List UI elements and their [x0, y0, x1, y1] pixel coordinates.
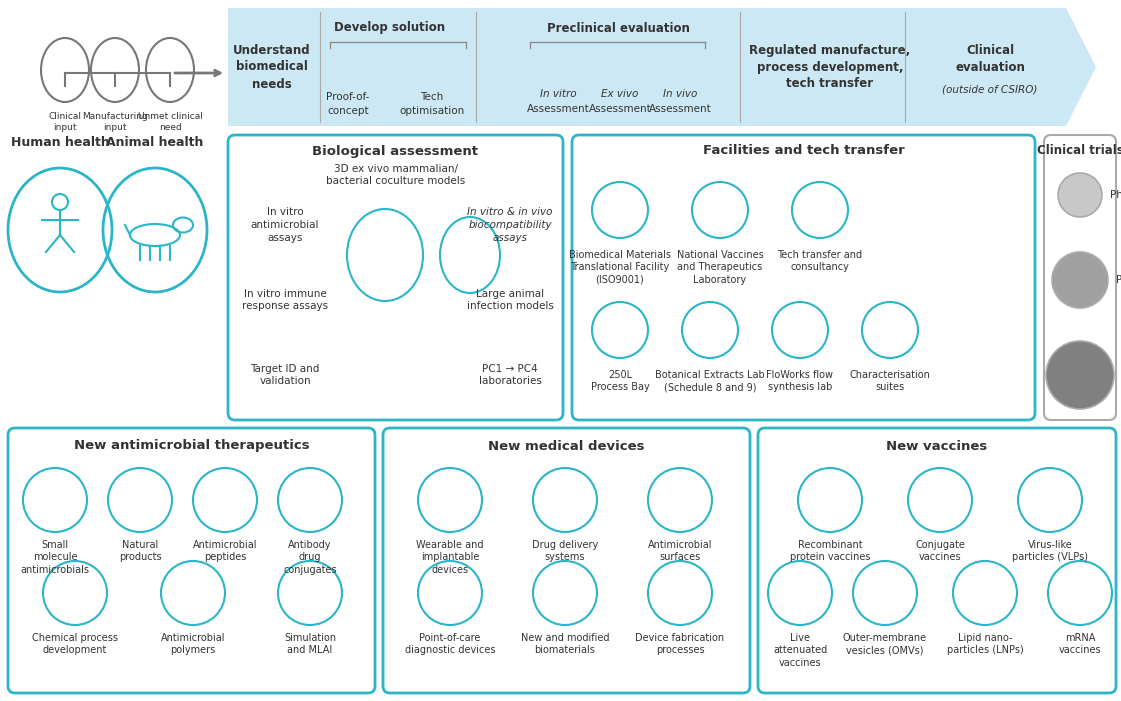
Text: Assessment: Assessment: [527, 104, 590, 114]
Text: Human health: Human health: [10, 135, 110, 149]
Text: Biological assessment: Biological assessment: [313, 144, 479, 158]
Text: Antimicrobial
polymers: Antimicrobial polymers: [160, 633, 225, 655]
Text: Preclinical evaluation: Preclinical evaluation: [547, 22, 689, 34]
Text: Tech
optimisation: Tech optimisation: [399, 93, 464, 116]
Text: National Vaccines
and Therapeutics
Laboratory: National Vaccines and Therapeutics Labor…: [677, 250, 763, 285]
Text: Small
molecule
antimicrobials: Small molecule antimicrobials: [20, 540, 90, 575]
Text: Antimicrobial
peptides: Antimicrobial peptides: [193, 540, 257, 562]
Text: Understand
biomedical
needs: Understand biomedical needs: [233, 43, 311, 90]
Text: In vitro: In vitro: [539, 89, 576, 99]
Text: Device fabrication
processes: Device fabrication processes: [636, 633, 724, 655]
Text: Outer-membrane
vesicles (OMVs): Outer-membrane vesicles (OMVs): [843, 633, 927, 655]
Text: mRNA
vaccines: mRNA vaccines: [1058, 633, 1101, 655]
FancyBboxPatch shape: [758, 428, 1117, 693]
Text: In vitro & in vivo
biocompatibility
assays: In vitro & in vivo biocompatibility assa…: [467, 207, 553, 243]
Polygon shape: [228, 8, 1096, 126]
Text: (outside of CSIRO): (outside of CSIRO): [943, 84, 1038, 94]
Text: Ex vivo: Ex vivo: [601, 89, 639, 99]
Text: In vitro immune
response assays: In vitro immune response assays: [242, 289, 328, 311]
Text: Clinical
evaluation: Clinical evaluation: [955, 44, 1025, 74]
Text: New and modified
biomaterials: New and modified biomaterials: [521, 633, 609, 655]
Text: Simulation
and MLAI: Simulation and MLAI: [284, 633, 336, 655]
FancyBboxPatch shape: [383, 428, 750, 693]
Text: 250L
Process Bay: 250L Process Bay: [591, 370, 649, 393]
Text: Antimicrobial
surfaces: Antimicrobial surfaces: [648, 540, 712, 562]
Text: FloWorks flow
synthesis lab: FloWorks flow synthesis lab: [767, 370, 834, 393]
Text: Phase I: Phase I: [1110, 190, 1121, 200]
Text: Biomedical Materials
Translational Facility
(ISO9001): Biomedical Materials Translational Facil…: [569, 250, 671, 285]
Text: New medical devices: New medical devices: [489, 440, 645, 453]
Text: Develop solution: Develop solution: [334, 22, 445, 34]
Text: Large animal
infection models: Large animal infection models: [466, 289, 554, 311]
Text: Manufacturing
input: Manufacturing input: [82, 112, 148, 132]
Text: 3D ex vivo mammalian/
bacterial coculture models: 3D ex vivo mammalian/ bacterial cocultur…: [326, 163, 465, 186]
FancyBboxPatch shape: [228, 135, 563, 420]
Text: Conjugate
vaccines: Conjugate vaccines: [915, 540, 965, 562]
Text: Unmet clinical
need: Unmet clinical need: [138, 112, 203, 132]
Text: Recombinant
protein vaccines: Recombinant protein vaccines: [790, 540, 870, 562]
Text: Assessment: Assessment: [649, 104, 712, 114]
Text: Wearable and
implantable
devices: Wearable and implantable devices: [416, 540, 484, 575]
Text: Characterisation
suites: Characterisation suites: [850, 370, 930, 393]
FancyBboxPatch shape: [1044, 135, 1117, 420]
Text: Antibody
drug
conjugates: Antibody drug conjugates: [284, 540, 336, 575]
Text: Virus-like
particles (VLPs): Virus-like particles (VLPs): [1012, 540, 1088, 562]
Text: In vivo: In vivo: [663, 89, 697, 99]
FancyBboxPatch shape: [572, 135, 1035, 420]
Text: PC1 → PC4
laboratories: PC1 → PC4 laboratories: [479, 364, 541, 386]
Text: Target ID and
validation: Target ID and validation: [250, 364, 319, 386]
Text: Natural
products: Natural products: [119, 540, 161, 562]
FancyBboxPatch shape: [8, 428, 376, 693]
Text: Proof-of-
concept: Proof-of- concept: [326, 93, 370, 116]
Text: New vaccines: New vaccines: [887, 440, 988, 453]
Text: Clinical trials: Clinical trials: [1037, 144, 1121, 158]
Text: Assessment: Assessment: [589, 104, 651, 114]
Circle shape: [1051, 252, 1108, 308]
Text: New antimicrobial therapeutics: New antimicrobial therapeutics: [74, 440, 309, 453]
Text: Drug delivery
systems: Drug delivery systems: [531, 540, 599, 562]
Text: Chemical process
development: Chemical process development: [33, 633, 118, 655]
Text: Animal health: Animal health: [106, 135, 204, 149]
Text: Phase II: Phase II: [1117, 275, 1121, 285]
Text: Point-of-care
diagnostic devices: Point-of-care diagnostic devices: [405, 633, 495, 655]
Circle shape: [1046, 341, 1114, 409]
Text: Facilities and tech transfer: Facilities and tech transfer: [703, 144, 905, 158]
Text: Live
attenuated
vaccines: Live attenuated vaccines: [772, 633, 827, 668]
Text: Clinical
input: Clinical input: [48, 112, 82, 132]
Text: Lipid nano-
particles (LNPs): Lipid nano- particles (LNPs): [946, 633, 1023, 655]
Text: Botanical Extracts Lab
(Schedule 8 and 9): Botanical Extracts Lab (Schedule 8 and 9…: [655, 370, 765, 393]
Text: In vitro
antimicrobial
assays: In vitro antimicrobial assays: [251, 207, 319, 243]
Text: Tech transfer and
consultancy: Tech transfer and consultancy: [778, 250, 862, 273]
Circle shape: [1058, 173, 1102, 217]
Text: Regulated manufacture,
process development,
tech transfer: Regulated manufacture, process developme…: [749, 44, 910, 90]
